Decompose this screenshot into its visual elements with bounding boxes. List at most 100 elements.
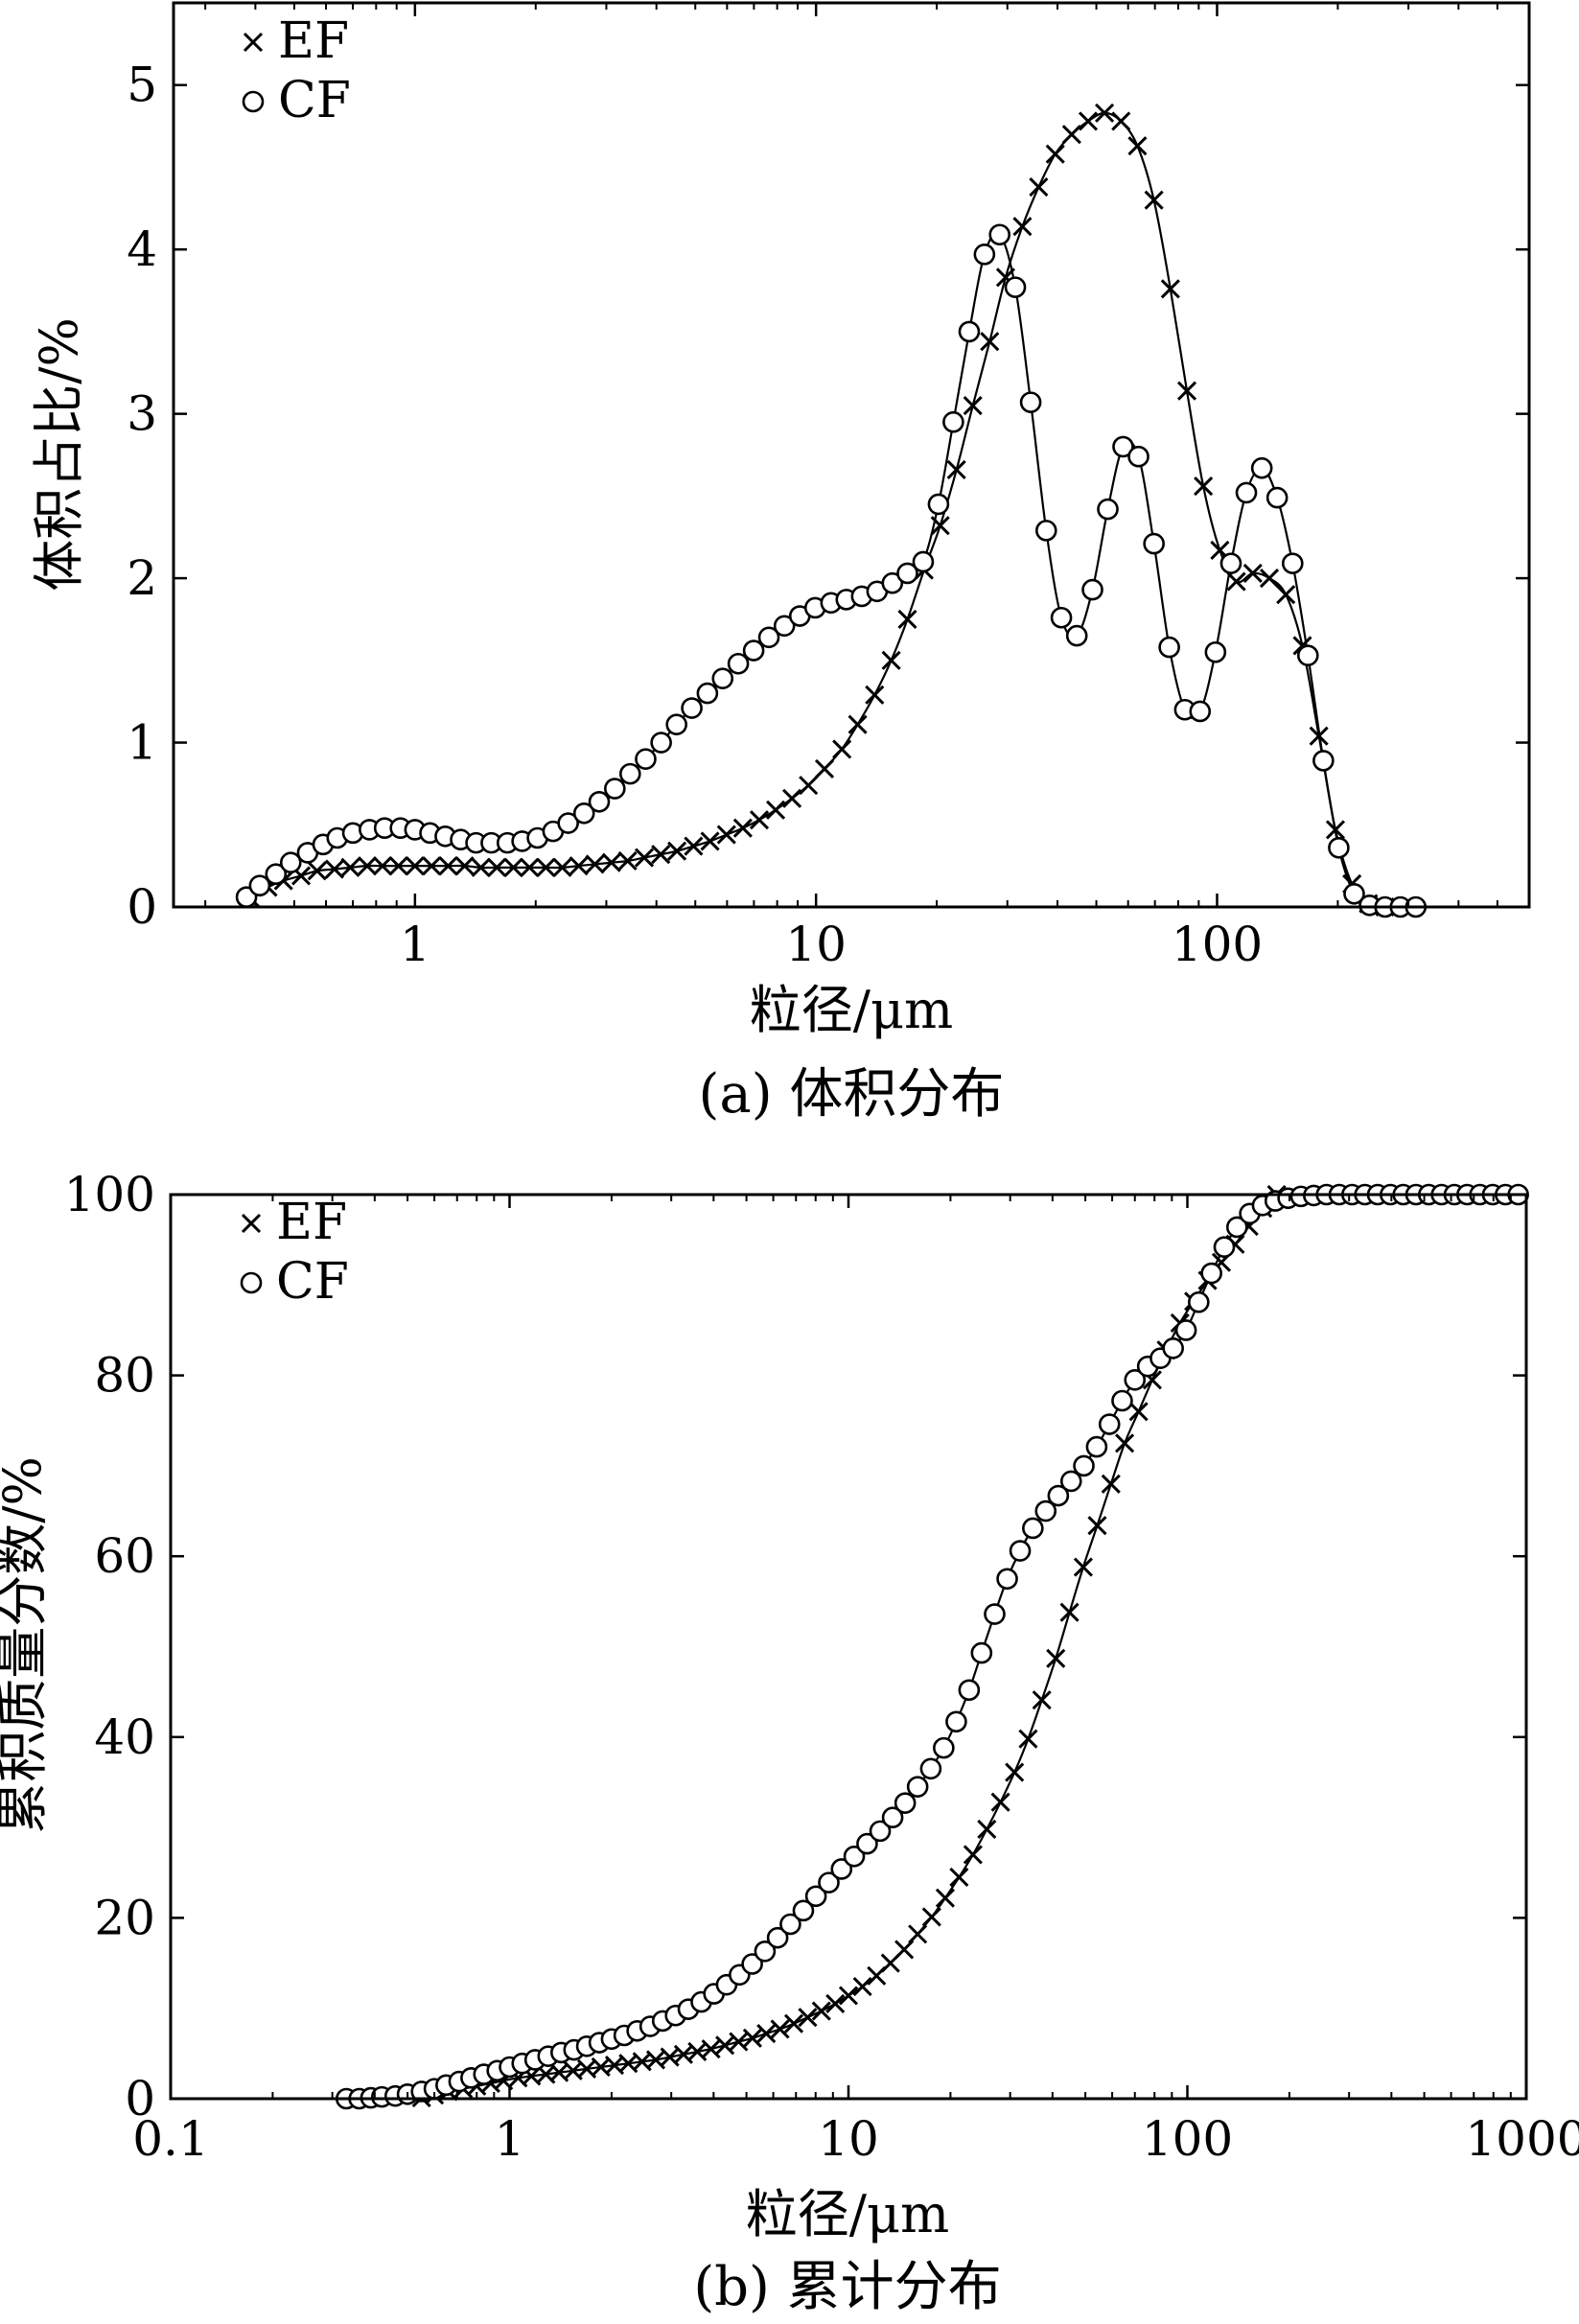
y-tick-label: 4 — [127, 221, 157, 277]
series-cf-a-point-58 — [1127, 445, 1149, 468]
series-cf-b-point-43 — [881, 1806, 904, 1829]
series-cf-b-point-58 — [1073, 1454, 1095, 1477]
series-ef-b-point-44 — [1018, 1729, 1038, 1749]
series-ef-a-point-58 — [1194, 476, 1214, 497]
series-ef-a-point-44 — [963, 396, 983, 416]
series-ef-a-point-5 — [324, 859, 344, 879]
series-cf-a — [235, 223, 1428, 918]
series-cf-a-point-55 — [1081, 578, 1103, 601]
series-ef-b-point-27 — [783, 2013, 804, 2034]
series-ef-a-point-21 — [585, 854, 605, 874]
series-ef-b-point-48 — [1073, 1557, 1093, 1577]
series-cf-b-point-48 — [945, 1710, 967, 1733]
x-axis-label-b: 粒径/μm — [746, 2184, 950, 2244]
series-ef-b-point-39 — [949, 1867, 969, 1888]
legend-label-ef: EF — [276, 1194, 347, 1251]
series-cf-b-point-38 — [818, 1871, 840, 1894]
series-cf-a-point-1 — [248, 874, 271, 897]
series-cf-b-point-67 — [1188, 1290, 1210, 1313]
x-tick-label: 100 — [1142, 2111, 1233, 2167]
series-ef-b-point-50 — [1101, 1474, 1121, 1494]
series-ef-a-point-12 — [438, 856, 458, 876]
series-ef-a-point-20 — [569, 856, 589, 876]
series-cf-b-point-52 — [996, 1568, 1018, 1591]
y-tick-label: 100 — [64, 1167, 155, 1222]
series-cf-b-point-47 — [933, 1736, 955, 1759]
series-cf-a-point-29 — [681, 697, 703, 719]
series-ef-a-point-39 — [881, 650, 901, 670]
series-cf-a-point-54 — [1065, 624, 1088, 647]
series-ef-a-point-8 — [372, 856, 393, 876]
y-tick-label: 5 — [127, 58, 157, 113]
series-ef-a-point-57 — [1176, 381, 1197, 401]
series-cf-a-point-28 — [665, 713, 687, 735]
series-cf-a-point-33 — [742, 639, 765, 662]
series-ef-a-point-34 — [799, 776, 819, 796]
series-cf-a-point-63 — [1204, 640, 1227, 663]
series-cf-b-point-59 — [1085, 1435, 1108, 1458]
series-ef-a-point-15 — [487, 857, 507, 877]
series-cf-b-point-40 — [843, 1845, 866, 1868]
series-cf-b-point-69 — [1213, 1236, 1236, 1258]
series-cf-a-point-21 — [557, 812, 579, 834]
series-ef-a-point-6 — [340, 857, 360, 877]
series-cf-b-point-45 — [906, 1776, 929, 1798]
series-ef-b-point-49 — [1087, 1516, 1107, 1536]
x-tick-label: 1 — [400, 917, 430, 972]
series-cf-a-point-24 — [604, 778, 626, 800]
series-cf-b-point-49 — [958, 1679, 981, 1702]
series-cf-a-point-49 — [988, 223, 1011, 246]
series-ef-a-point-38 — [865, 685, 885, 705]
x-tick-label: 1 — [495, 2111, 525, 2167]
series-ef-a-point-37 — [848, 714, 868, 734]
series-ef-a-point-61 — [1242, 563, 1263, 584]
series-cf-a-point-59 — [1143, 532, 1165, 555]
series-ef-a-point-56 — [1160, 279, 1180, 299]
series-cf-a-point-46 — [942, 410, 964, 433]
series-cf-a-point-64 — [1219, 552, 1242, 574]
series-ef-a-point-11 — [422, 856, 442, 876]
series-cf-a-point-69 — [1296, 644, 1319, 666]
series-ef-b-point-24 — [742, 2028, 762, 2048]
series-cf-b-point-60 — [1098, 1413, 1121, 1435]
series-cf-a-point-25 — [619, 762, 641, 785]
series-ef-a-point-9 — [388, 856, 408, 876]
series-ef-a-point-32 — [765, 800, 786, 820]
series-cf-a-point-43 — [896, 562, 918, 585]
y-tick-label: 80 — [94, 1348, 155, 1404]
series-ef-a-point-53 — [1111, 111, 1131, 131]
series-ef-b-point-51 — [1115, 1433, 1135, 1453]
y-tick-label: 0 — [127, 879, 157, 935]
legend-entry-ef: EF — [241, 1194, 347, 1251]
y-tick-label: 60 — [94, 1528, 155, 1584]
series-ef-a-point-40 — [897, 609, 917, 630]
series-cf-a-point-23 — [588, 790, 611, 813]
series-cf-a-point-32 — [727, 652, 750, 675]
series-cf-a-point-70 — [1312, 750, 1335, 772]
series-ef-a-point-51 — [1078, 111, 1099, 131]
series-ef-a-point-10 — [405, 856, 425, 876]
caption-a: (a) 体积分布 — [699, 1063, 1005, 1126]
series-ef-a-point-18 — [536, 857, 556, 877]
series-ef-b-point-25 — [756, 2024, 777, 2044]
series-cf-a-point-50 — [1004, 276, 1027, 298]
ticks-a: 1 10 100 0 1 2 3 4 5 — [127, 3, 1529, 972]
series-cf-b-point-56 — [1047, 1484, 1070, 1507]
series-ef-b-point-43 — [1005, 1762, 1025, 1782]
series-ef-b-point-29 — [811, 2001, 831, 2021]
legend-entry-ef: EF — [243, 12, 349, 70]
series-cf-a-point-57 — [1112, 435, 1134, 458]
series-ef-b-point-23 — [729, 2032, 749, 2052]
series-ef-a-point-35 — [814, 758, 835, 779]
series-ef-a-point-43 — [946, 459, 966, 479]
caption-b: (b) 累计分布 — [693, 2256, 1001, 2318]
series-cf-a-point-52 — [1034, 520, 1057, 542]
series-ef-b-point-42 — [990, 1792, 1010, 1812]
axes-frame-a — [172, 1, 1531, 909]
series-cf-a-point-47 — [958, 320, 981, 343]
series-ef-a-point-52 — [1095, 103, 1115, 123]
